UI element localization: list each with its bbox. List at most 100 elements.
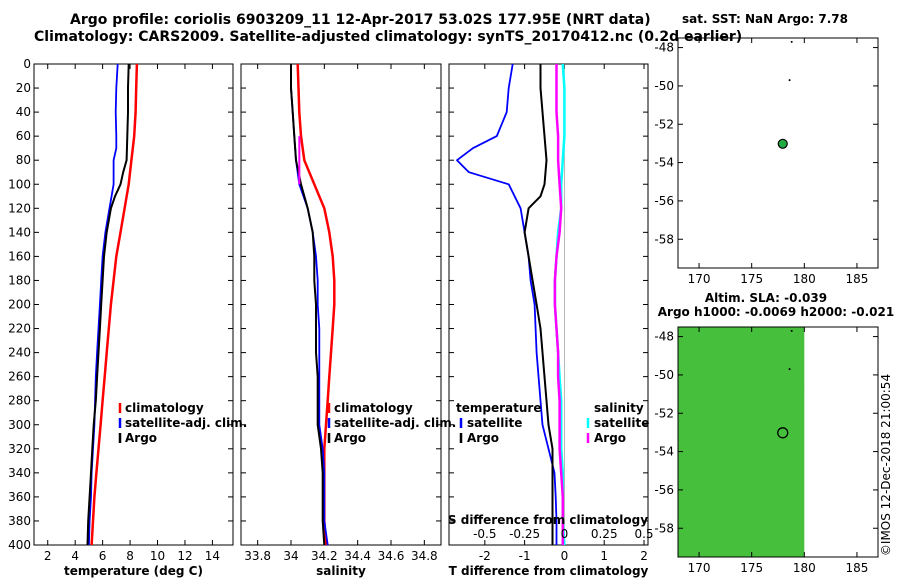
y-tick-label: 360 [8,490,31,504]
temperature-diff-argo-line [523,64,554,545]
legend-title-temperature: temperature [456,401,541,415]
title-line-1: Argo profile: coriolis 6903209_11 12-Apr… [70,12,651,28]
y-tick-label: 0 [23,57,31,71]
map-x-tick-label: 175 [740,272,763,286]
y-tick-label: 180 [8,273,31,287]
y-tick-label: 200 [8,298,31,312]
map-y-tick-label: -50 [654,79,674,93]
x-axis-label: salinity [316,564,366,578]
y-tick-label: 40 [16,105,31,119]
x-tick-label: -2 [479,549,491,563]
salinity-argo-line [290,64,326,546]
second-x-tick-label: 0 [561,527,569,541]
title-line-2: Climatology: CARS2009. Satellite-adjuste… [34,29,743,45]
y-tick-label: 300 [8,418,31,432]
profile-panel-2-frame [240,63,442,546]
y-tick-label: 400 [8,538,31,552]
temperature-diff-satellite-line [456,63,558,545]
y-tick-label: 20 [16,81,31,95]
sst-map-frame [677,37,879,269]
second-x-axis-label: S difference from climatology [448,513,648,527]
map-y-tick-label: -52 [654,117,674,131]
map-x-tick-label: 170 [688,561,711,575]
x-axis-label: T difference from climatology [449,564,649,578]
y-tick-label: 100 [8,177,31,191]
x-tick-label: 0 [561,549,569,563]
temperature-argo-line [86,63,130,546]
map-y-tick-label: -50 [654,368,674,382]
map-y-tick-label: -54 [654,156,674,170]
y-tick-label: 120 [8,201,31,215]
map-y-tick-label: -56 [654,483,674,497]
heatmap-base [678,327,805,557]
second-x-tick-label: 0.25 [591,527,618,541]
y-tick-label: 260 [8,370,31,384]
y-tick-label: 160 [8,249,31,263]
map-y-tick-label: -48 [654,330,674,344]
y-tick-label: 140 [8,225,31,239]
x-tick-label: 12 [177,549,192,563]
temperature-climatology-line [90,63,139,546]
map-y-tick-label: -58 [654,232,674,246]
float-track-dot [788,368,791,371]
legend-label: climatology [125,401,204,415]
map-x-tick-label: 175 [740,561,763,575]
x-tick-label: 2 [44,549,52,563]
sla-map-subtitle: Argo h1000: -0.0069 h2000: -0.021 [658,305,894,319]
profile-panel-3-frame [448,63,649,546]
legend-label: climatology [334,401,413,415]
map-y-tick-label: -58 [654,521,674,535]
legend-label: satellite-adj. clim. [125,416,247,430]
sla-map-frame [677,326,879,558]
y-tick-label: 220 [8,322,31,336]
legend-label: satellite [467,416,522,430]
x-tick-label: 6 [99,549,107,563]
legend-label: Argo [334,431,366,445]
x-tick-label: 2 [640,549,648,563]
temperature-satellite-line [88,63,119,546]
sla-map-title: Altim. SLA: -0.039 [705,291,827,305]
legend-label: Argo [594,431,626,445]
x-tick-label: 33.8 [244,549,271,563]
map-x-tick-label: 180 [793,272,816,286]
legend-label: Argo [467,431,499,445]
map-x-tick-label: 185 [845,561,868,575]
credit-text: ©IMOS 12-Dec-2018 21:00:54 [879,374,893,556]
second-x-tick-label: -0.5 [473,527,496,541]
y-tick-label: 320 [8,442,31,456]
x-tick-label: 4 [71,549,79,563]
y-tick-label: 340 [8,466,31,480]
x-tick-label: 34.4 [344,549,371,563]
x-tick-label: 14 [205,549,220,563]
float-track-dot [790,329,793,332]
y-tick-label: 80 [16,153,31,167]
y-tick-label: 60 [16,129,31,143]
x-axis-label: temperature (deg C) [64,564,203,578]
y-tick-label: 380 [8,514,31,528]
map-x-tick-label: 170 [688,272,711,286]
second-x-tick-label: -0.25 [509,527,540,541]
map-x-tick-label: 185 [845,272,868,286]
second-x-tick-label: 0.5 [634,527,653,541]
x-tick-label: 1 [600,549,608,563]
map-y-tick-label: -54 [654,445,674,459]
x-tick-label: 34.6 [378,549,405,563]
x-tick-label: 10 [150,549,165,563]
x-tick-label: 34 [283,549,298,563]
sst-map-title: sat. SST: NaN Argo: 7.78 [682,12,848,26]
map-y-tick-label: -52 [654,406,674,420]
legend-label: satellite [594,416,649,430]
salinity-diff-satellite-line [553,63,566,546]
map-y-tick-label: -48 [654,41,674,55]
legend-label: satellite-adj. clim. [334,416,456,430]
profile-location-marker [777,427,789,439]
salinity-diff-argo-line [553,64,565,545]
profile-location-marker [777,138,788,149]
map-y-tick-label: -56 [654,194,674,208]
x-tick-label: -1 [519,549,531,563]
legend-label: Argo [125,431,157,445]
float-track-dot [788,79,791,82]
x-tick-label: 8 [126,549,134,563]
x-tick-label: 34.2 [311,549,338,563]
